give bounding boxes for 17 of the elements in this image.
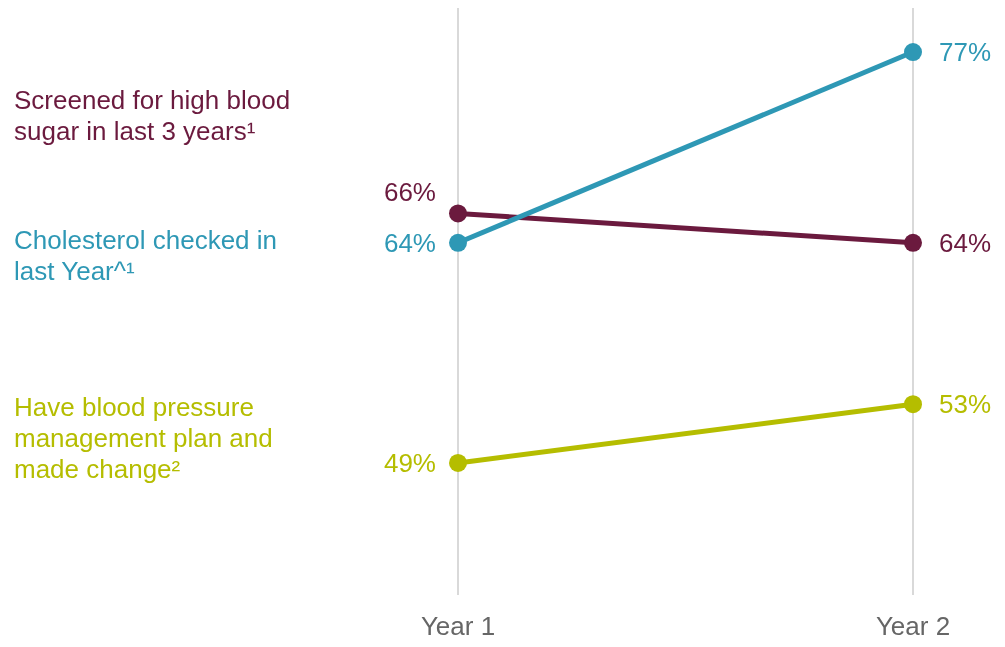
point bbox=[904, 395, 922, 414]
point bbox=[449, 204, 467, 223]
point bbox=[449, 453, 467, 472]
data-label: 49% bbox=[383, 447, 436, 478]
data-label: 64% bbox=[383, 227, 436, 258]
point bbox=[904, 233, 922, 252]
data-label: 66% bbox=[383, 177, 436, 208]
x-tick-label: Year 2 bbox=[875, 611, 951, 642]
data-label: 53% bbox=[939, 389, 992, 420]
text: Screened for high blood sugar in last 3 years¹ bbox=[14, 85, 292, 147]
point bbox=[904, 43, 922, 62]
data-label: 77% bbox=[939, 37, 992, 68]
data-label: 64% bbox=[939, 227, 992, 258]
point bbox=[449, 233, 467, 252]
text: Have blood pressure management plan and made change² bbox=[14, 392, 274, 485]
text: Cholesterol checked in last Year^¹ bbox=[14, 225, 279, 287]
x-tick-label: Year 1 bbox=[420, 611, 496, 642]
